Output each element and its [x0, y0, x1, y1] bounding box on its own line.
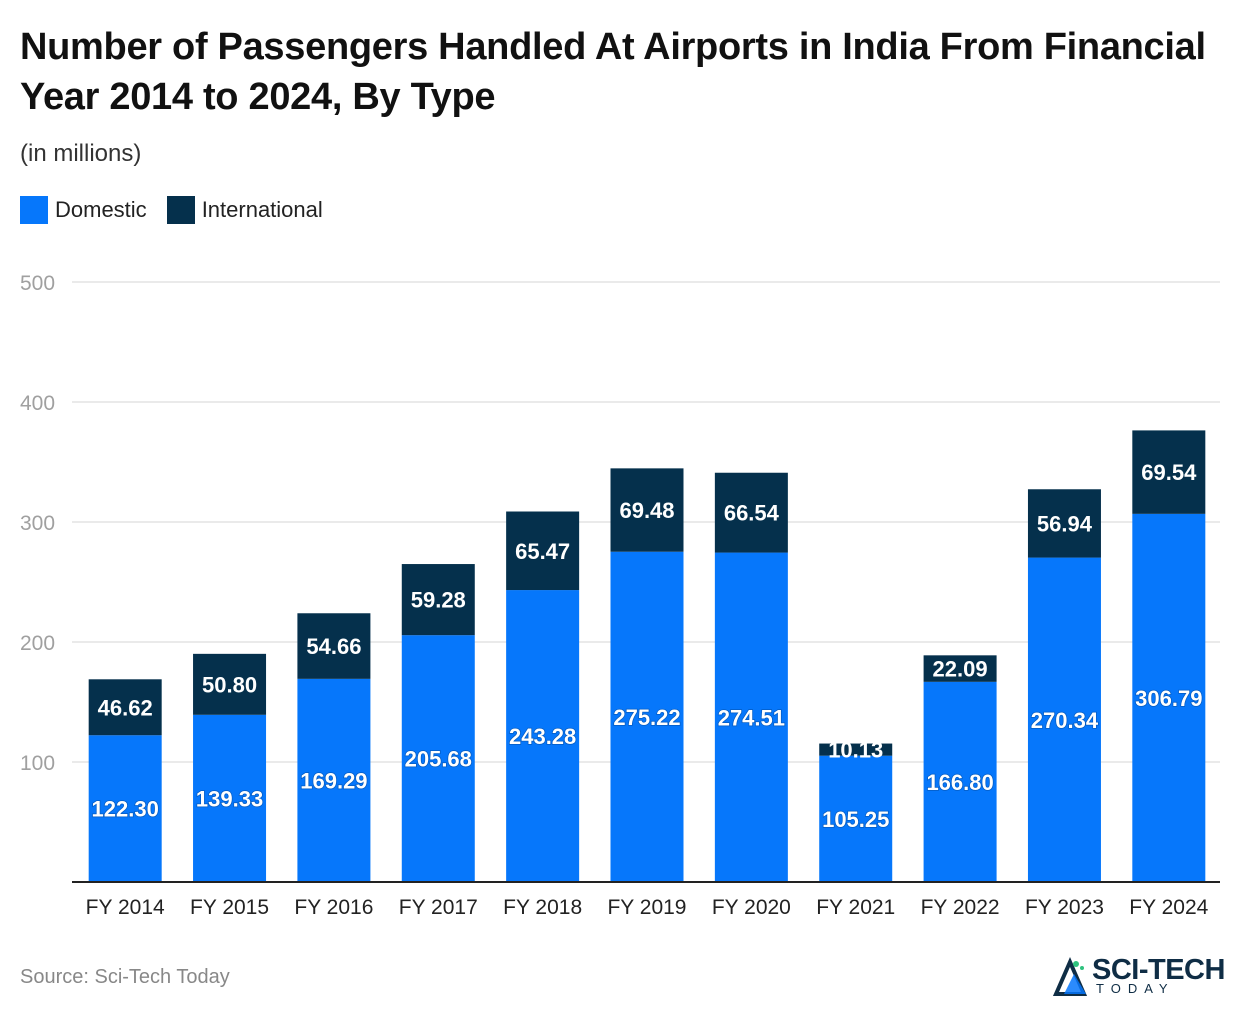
chart-subtitle: (in millions)	[20, 140, 142, 167]
bar-international	[193, 653, 267, 715]
data-label-international: 56.94	[1037, 511, 1093, 536]
y-tick-label: 200	[20, 632, 55, 655]
x-tick-label: FY 2023	[1025, 896, 1104, 919]
legend-swatch-domestic	[20, 196, 48, 224]
data-label-domestic: 122.30	[92, 797, 159, 822]
x-tick-label: FY 2019	[607, 896, 686, 919]
legend-swatch-international	[166, 196, 195, 224]
data-label-domestic: 105.25	[822, 807, 889, 832]
brand-name: SCI-TECH	[1092, 954, 1225, 986]
data-label-international: 50.80	[202, 672, 257, 697]
bar-international	[1132, 430, 1206, 514]
data-label-international: 59.28	[411, 588, 466, 613]
bar-chart: 100 200 300 400 500 46.62 122.30 FY 2014 50.80 13…	[20, 272, 1220, 919]
data-label-domestic: 166.80	[926, 770, 993, 795]
x-tick-label: FY 2020	[712, 896, 791, 919]
bar-domestic	[610, 551, 684, 882]
bar-international	[401, 564, 475, 636]
data-label-domestic: 275.22	[613, 705, 680, 730]
data-label-international: 46.62	[98, 695, 153, 720]
data-label-international: 65.47	[515, 539, 570, 564]
bar-international	[923, 655, 997, 682]
brand-tagline: TODAY	[1096, 981, 1175, 996]
bar-domestic	[88, 735, 162, 882]
data-label-domestic: 306.79	[1135, 686, 1202, 711]
data-label-domestic: 270.34	[1031, 708, 1099, 733]
data-label-domestic: 169.29	[300, 768, 367, 793]
data-label-international: 22.09	[933, 657, 988, 682]
x-tick-label: FY 2016	[294, 896, 373, 919]
bar-domestic	[297, 678, 371, 882]
source-note: Source: Sci-Tech Today	[20, 966, 230, 988]
bar-international	[819, 743, 893, 756]
y-tick-label: 100	[20, 752, 55, 775]
data-label-domestic: 243.28	[509, 724, 576, 749]
data-label-international: 10.13	[828, 738, 883, 763]
x-tick-label: FY 2015	[190, 896, 269, 919]
bar-international	[610, 468, 684, 552]
bar-international	[1027, 489, 1101, 558]
bar-domestic	[506, 590, 580, 882]
brand-logo: SCI-TECH TODAY	[1052, 954, 1228, 998]
legend-item-domestic: Domestic	[20, 196, 147, 224]
x-tick-label: FY 2021	[816, 896, 895, 919]
bar-international	[506, 511, 580, 591]
x-tick-label: FY 2017	[399, 896, 478, 919]
data-label-international: 54.66	[306, 634, 361, 659]
x-tick-label: FY 2018	[503, 896, 582, 919]
y-tick-label: 400	[20, 392, 55, 415]
chart-legend: Domestic International	[20, 196, 343, 224]
bar-domestic	[819, 755, 893, 882]
bar-domestic	[1027, 557, 1101, 882]
bar-international	[714, 472, 788, 553]
brand-logo-icon	[1052, 957, 1088, 996]
data-label-international: 69.48	[619, 498, 674, 523]
bar-domestic	[923, 681, 997, 882]
data-label-domestic: 274.51	[718, 705, 785, 730]
y-tick-label: 500	[20, 272, 55, 295]
bar-international	[88, 679, 162, 736]
x-tick-label: FY 2014	[86, 896, 165, 919]
data-label-domestic: 139.33	[196, 786, 263, 811]
x-tick-label: FY 2024	[1129, 896, 1208, 919]
bar-domestic	[1132, 513, 1206, 882]
data-label-international: 66.54	[724, 501, 780, 526]
y-tick-label: 300	[20, 512, 55, 535]
x-tick-label: FY 2022	[921, 896, 1000, 919]
legend-item-international: International	[166, 196, 323, 224]
bar-international	[297, 613, 371, 679]
legend-label-domestic: Domestic	[55, 197, 147, 222]
bar-domestic	[193, 714, 267, 882]
legend-label-international: International	[201, 197, 323, 222]
chart-title: Number of Passengers Handled At Airports…	[20, 26, 1206, 118]
data-label-international: 69.54	[1141, 460, 1197, 485]
bar-domestic	[401, 635, 475, 882]
data-label-domestic: 205.68	[405, 747, 472, 772]
bar-domestic	[714, 552, 788, 882]
